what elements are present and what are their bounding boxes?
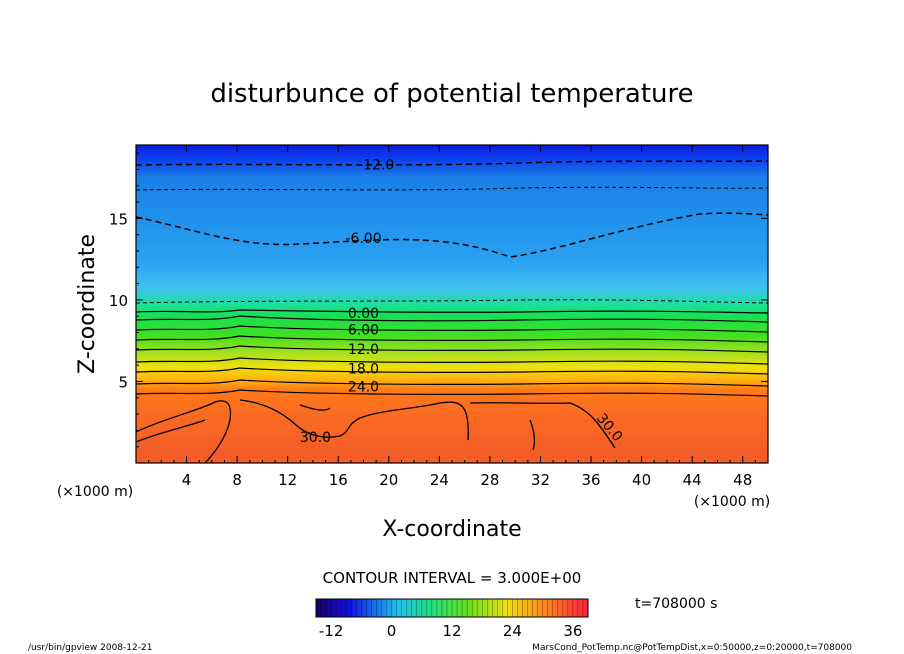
- contour-30-right: [469, 402, 616, 449]
- x-tick-label: 32: [531, 471, 550, 489]
- y-axis: 5 10 15: [109, 152, 768, 448]
- y-axis-label: Z-coordinate: [75, 234, 100, 374]
- contour-label: 24.0: [348, 379, 379, 395]
- x-tick-label: 8: [232, 471, 242, 489]
- contour-label: 12.0: [348, 342, 379, 358]
- footer-right: MarsCond_PotTemp.nc@PotTempDist,x=0:5000…: [532, 643, 852, 653]
- contour-30-left: [136, 400, 232, 463]
- colorbar-tick-label: -12: [319, 622, 344, 640]
- contour-neg9: [136, 186, 768, 191]
- x-tick-label: 48: [733, 471, 752, 489]
- contour-18: [136, 357, 768, 365]
- y-tick-label: 15: [109, 210, 128, 228]
- contour-label: 30.0: [300, 430, 331, 446]
- x-tick-label: 20: [379, 471, 398, 489]
- contour-30-blob: [299, 404, 331, 411]
- field-heatmap: [136, 145, 768, 463]
- contour-lines: [136, 160, 768, 463]
- contour-30-small: [529, 419, 536, 451]
- contour-30-mid: [239, 399, 469, 441]
- contour-interval-text: CONTOUR INTERVAL = 3.000E+00: [323, 569, 582, 587]
- colorbar-separators: [320, 599, 584, 617]
- contour-label: -12.0: [358, 158, 394, 174]
- x-tick-label: 4: [182, 471, 192, 489]
- colorbar-ticks: -12 0 12 24 36: [319, 622, 583, 640]
- contour-24: [136, 379, 768, 387]
- x-tick-label: 36: [581, 471, 600, 489]
- contour-6: [136, 315, 768, 323]
- contour-30-left2: [136, 419, 206, 443]
- contour-12: [136, 335, 768, 343]
- x-tick-label: 12: [278, 471, 297, 489]
- contour-neg12: [136, 160, 768, 166]
- contour-0: [136, 299, 768, 304]
- x-tick-label: 40: [632, 471, 651, 489]
- colorbar-tick-label: 36: [563, 622, 582, 640]
- contour-15: [136, 345, 768, 353]
- x-tick-label: 24: [430, 471, 449, 489]
- x-axis-label: X-coordinate: [382, 517, 521, 542]
- x-tick-label: 16: [329, 471, 348, 489]
- contour-label: 6.00: [348, 322, 379, 338]
- contour-neg6: [136, 212, 768, 258]
- contour-label: 18.0: [348, 361, 379, 377]
- y-tick-label: 10: [109, 292, 128, 310]
- x-tick-label: 28: [480, 471, 499, 489]
- footer-left: /usr/bin/gpview 2008-12-21: [28, 643, 152, 653]
- contour-3: [136, 309, 768, 314]
- colorbar-tick-label: 24: [503, 622, 522, 640]
- x-axis-unit: (×1000 m): [694, 494, 770, 510]
- chart-title: disturbunce of potential temperature: [210, 79, 693, 109]
- y-axis-unit: (×1000 m): [57, 484, 133, 500]
- x-axis: 4 8 12 16 20 24 28 32 36 40 44 48: [148, 145, 756, 489]
- colorbar-tick-label: 0: [387, 622, 397, 640]
- contour-27: [136, 389, 768, 397]
- contour-label: -6.00: [345, 231, 381, 247]
- colorbar-tick-label: 12: [442, 622, 461, 640]
- y-tick-label: 5: [118, 373, 128, 391]
- time-label: t=708000 s: [635, 596, 717, 612]
- contour-label: 0.00: [348, 306, 379, 322]
- x-tick-label: 44: [683, 471, 702, 489]
- contour-21: [136, 367, 768, 375]
- contour-9: [136, 325, 768, 333]
